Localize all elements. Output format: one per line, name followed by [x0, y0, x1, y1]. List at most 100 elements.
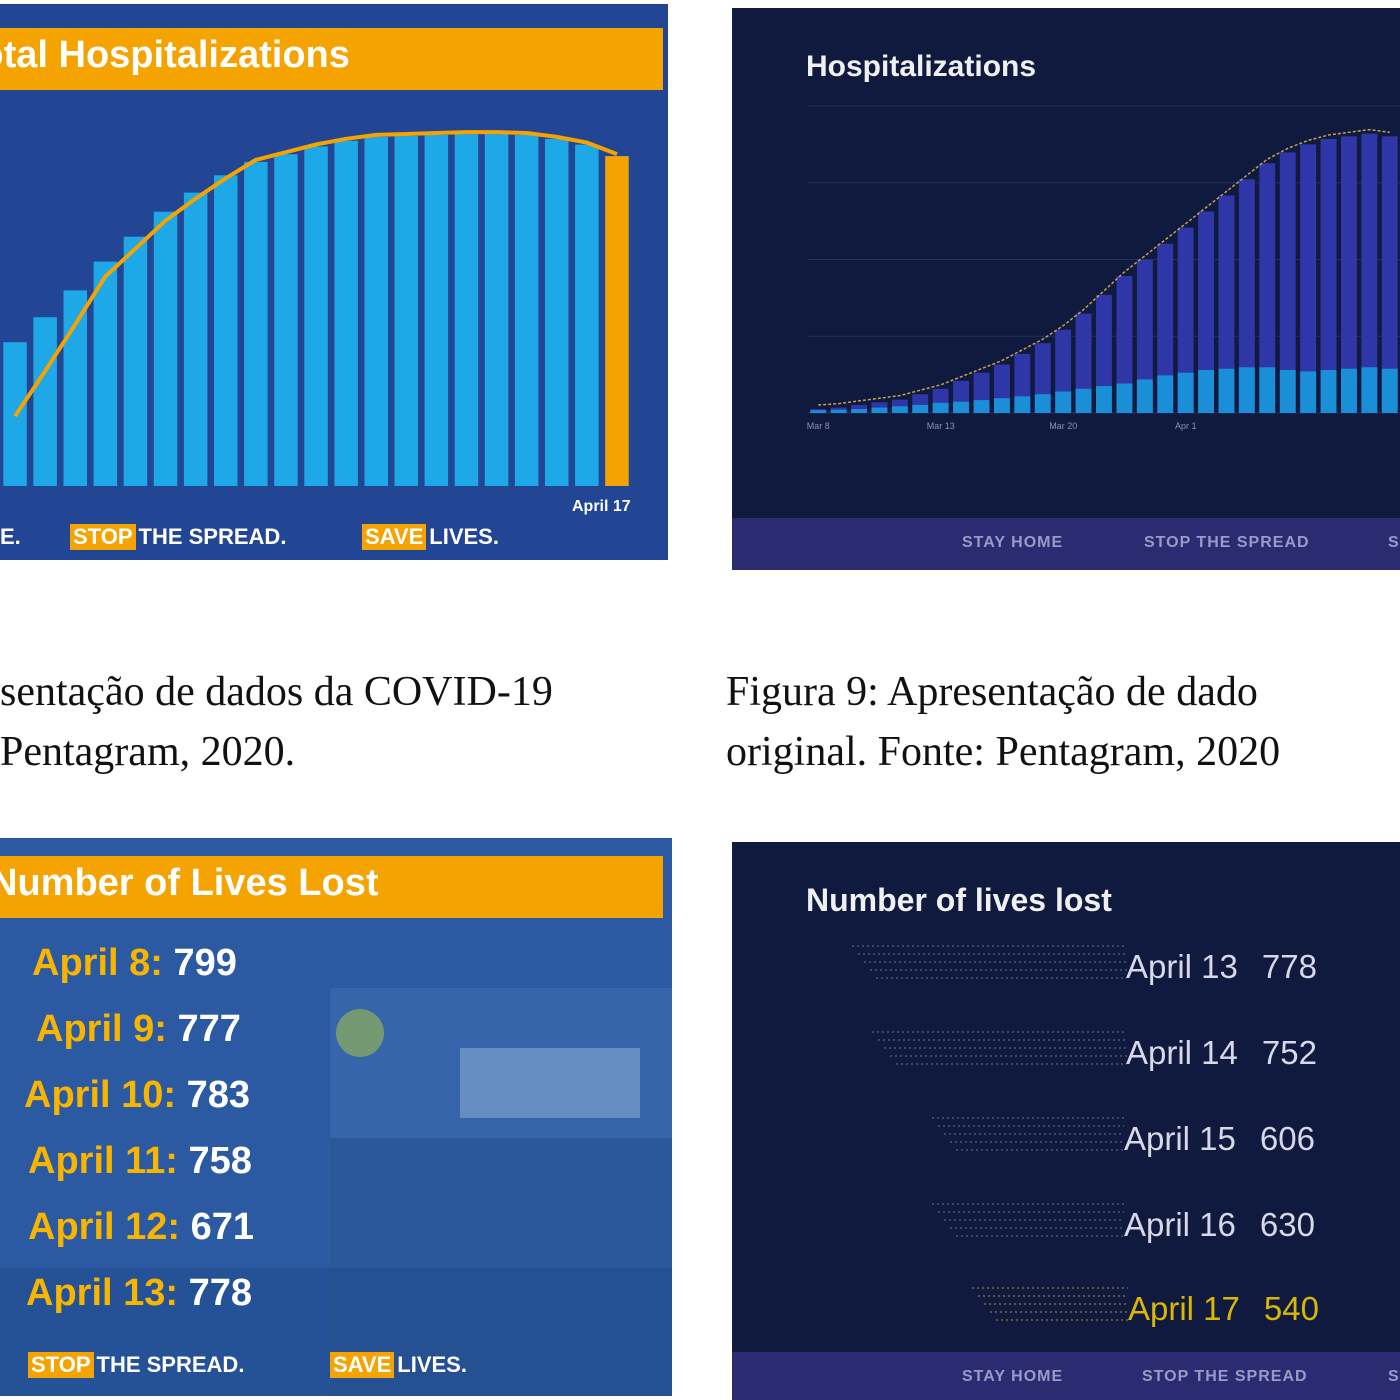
row-value: 540 — [1263, 1290, 1319, 1327]
bar-icu — [851, 409, 867, 413]
bar-total — [1198, 211, 1214, 413]
bar — [304, 146, 328, 486]
bar — [33, 317, 57, 486]
bar-total — [1096, 294, 1112, 413]
bar-icu — [810, 410, 827, 413]
bar-icu — [1238, 367, 1255, 413]
lives-row: April 16 630 — [1124, 1206, 1315, 1244]
lives-row: April 15 606 — [1124, 1120, 1315, 1158]
bar-total — [1381, 136, 1398, 414]
bar-icu — [891, 406, 908, 413]
row-date: April 10: — [24, 1074, 177, 1116]
panel-title: Number of lives lost — [806, 882, 1112, 918]
bar — [575, 144, 599, 486]
footer-stop-slogan: STOP THE SPREAD. — [70, 524, 286, 550]
bar-icu — [1341, 368, 1357, 413]
bar — [274, 154, 298, 486]
row-value: 778 — [1261, 948, 1317, 985]
stop-rest: THE SPREAD. — [96, 1352, 245, 1377]
bar-total — [1157, 243, 1174, 413]
row-value: 606 — [1259, 1120, 1315, 1157]
caption-right: Figura 9: Apresentação de dado original.… — [726, 662, 1280, 782]
bar-icu — [871, 407, 888, 413]
bar-icu — [1259, 367, 1276, 413]
bar-icu — [1055, 391, 1072, 413]
row-date: April 13: — [26, 1272, 179, 1314]
panel-hospitalizations-redesign: Mar 8 Mar 13 Mar 20 Apr 1 Hospitalizations … — [732, 8, 1400, 570]
caption-left-line-1: sentação de dados da COVID-19 — [0, 669, 553, 715]
footer-partial-word: E. — [0, 524, 21, 549]
bar-icu — [1381, 368, 1398, 413]
footer-stop-spread: STOP THE SPREAD — [1142, 1368, 1308, 1385]
caption-left-line-2: Pentagram, 2020. — [0, 729, 296, 775]
bar-icu — [953, 401, 969, 413]
footer-stay-home: STAY HOME — [962, 1368, 1064, 1385]
bar-total — [1218, 195, 1235, 413]
lives-row: April 8: 799 — [32, 942, 237, 985]
lives-row-highlight: April 17 540 — [1128, 1290, 1319, 1328]
trend-line — [818, 128, 1390, 406]
panel-lives-lost-redesign: Number of lives lost April 13 778 April 1… — [732, 842, 1400, 1400]
row-value: 778 — [188, 1272, 253, 1314]
bar-icu — [1218, 368, 1235, 413]
bar-total — [1116, 276, 1133, 413]
row-date: April 11: — [28, 1140, 178, 1182]
row-date: April 13 — [1126, 948, 1238, 985]
bar — [364, 136, 388, 486]
total-hospitalizations-chart — [0, 4, 668, 560]
bar — [93, 261, 118, 486]
row-date: April 12: — [28, 1206, 181, 1248]
footer-save-slogan: SAVE LIVES. — [362, 524, 499, 550]
lives-row: April 12: 671 — [28, 1206, 254, 1249]
bar-icu — [1096, 386, 1112, 413]
row-date: April 8: — [32, 942, 163, 984]
bar-total — [1361, 133, 1378, 413]
bar-total — [1259, 163, 1276, 413]
bar — [63, 290, 87, 486]
bar — [424, 135, 449, 486]
bar-icu — [1198, 370, 1214, 413]
bar — [123, 236, 148, 486]
bar — [214, 175, 238, 487]
bar-total — [1341, 136, 1357, 414]
panel-title: Number of Lives Lost — [0, 862, 379, 904]
footer-slogan: E. — [0, 524, 21, 550]
bar-icu — [973, 400, 990, 413]
bar-icu — [912, 404, 929, 413]
bar-icu — [1177, 372, 1194, 413]
row-date: April 14 — [1126, 1034, 1238, 1071]
stop-rest: THE SPREAD. — [138, 524, 287, 549]
bar-total — [851, 404, 867, 413]
row-date: April 9: — [36, 1008, 167, 1050]
bar-icu — [1279, 370, 1296, 413]
bar-total — [1136, 259, 1153, 413]
footer-stop-spread: STOP THE SPREAD — [1144, 534, 1310, 551]
bar — [454, 134, 479, 486]
bar-icu — [1116, 383, 1133, 413]
bar-icu — [1034, 394, 1051, 413]
lives-row: April 13 778 — [1126, 948, 1317, 986]
bar — [605, 156, 629, 486]
bar — [484, 134, 509, 486]
row-value: 758 — [188, 1140, 252, 1182]
hospital-room-background — [0, 838, 672, 1396]
bar-icu — [1361, 367, 1378, 413]
bar-icu — [1014, 396, 1031, 413]
x-tick-label: Mar 8 — [807, 421, 830, 431]
bar-total — [1320, 139, 1337, 413]
panel-total-hospitalizations: Total Hospitalizations April 17 E. STOPT… — [0, 4, 668, 560]
bar — [545, 138, 569, 486]
bar-icu — [830, 409, 847, 413]
row-value: 799 — [173, 942, 237, 984]
dot-texture — [852, 945, 1128, 1321]
row-value: 777 — [177, 1008, 241, 1050]
lives-row: April 9: 777 — [36, 1008, 241, 1051]
save-rest: LIVES. — [429, 524, 499, 549]
stop-tag: STOP — [28, 1352, 94, 1378]
bar — [244, 161, 268, 486]
bar-icu — [1300, 371, 1317, 413]
x-tick-label: Mar 20 — [1049, 421, 1077, 431]
footer-cut-word: S — [1388, 1368, 1400, 1385]
lives-row: April 13: 778 — [26, 1272, 252, 1315]
chart-title: Total Hospitalizations — [0, 34, 350, 76]
